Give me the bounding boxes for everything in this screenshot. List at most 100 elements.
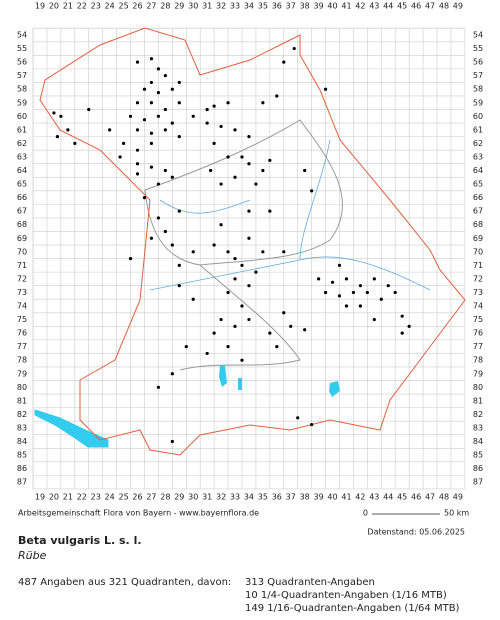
row-label: 75	[17, 315, 27, 324]
record-dot	[135, 101, 140, 105]
record-dot	[240, 263, 244, 267]
column-label: 22	[77, 493, 87, 502]
row-label: 68	[473, 220, 483, 229]
record-dot	[177, 263, 181, 267]
row-label: 82	[17, 410, 27, 419]
record-dot	[289, 324, 293, 328]
record-dot	[379, 297, 383, 301]
column-label: 39	[314, 2, 324, 11]
column-label: 42	[355, 2, 365, 11]
row-label: 71	[17, 261, 27, 270]
record-dot	[219, 223, 223, 227]
record-dot	[219, 317, 223, 322]
record-dot	[209, 168, 213, 173]
column-label: 32	[216, 2, 226, 11]
column-label: 26	[132, 493, 142, 502]
row-label: 61	[17, 125, 27, 134]
column-label: 37	[286, 2, 296, 11]
record-dot	[149, 131, 154, 135]
row-label: 59	[473, 98, 483, 107]
row-label: 67	[473, 207, 483, 216]
record-dot	[275, 94, 279, 98]
record-dot	[156, 67, 161, 71]
record-dot	[156, 90, 161, 95]
record-dot	[310, 189, 314, 193]
record-dot	[226, 345, 230, 349]
row-label: 58	[473, 85, 483, 94]
row-label: 54	[17, 31, 27, 40]
row-label: 80	[17, 383, 27, 392]
record-dot	[212, 331, 216, 335]
record-dot	[177, 209, 181, 213]
record-dot	[372, 317, 376, 322]
row-label: 64	[17, 166, 27, 175]
record-dot	[191, 114, 195, 118]
record-dot	[156, 216, 161, 220]
record-dot	[226, 290, 230, 295]
row-label: 69	[17, 234, 27, 243]
column-label: 19	[35, 493, 45, 502]
record-dot	[247, 284, 251, 288]
row-label: 74	[17, 302, 27, 311]
river	[149, 139, 431, 291]
record-dot	[303, 328, 307, 332]
row-label: 84	[17, 437, 27, 446]
row-label: 76	[473, 329, 483, 338]
records	[52, 46, 411, 444]
count: 149 1/16-Quadranten-Angaben (1/64 MTB)	[245, 603, 460, 614]
column-label: 40	[327, 2, 337, 11]
record-dot	[149, 101, 154, 105]
row-label: 58	[17, 85, 27, 94]
scale-end: 50 km	[444, 509, 469, 518]
record-dot	[205, 351, 209, 356]
column-label: 36	[272, 2, 282, 11]
record-dot	[247, 209, 251, 213]
column-label: 31	[202, 2, 212, 11]
column-label: 35	[258, 2, 268, 11]
column-label: 37	[286, 493, 296, 502]
record-dot	[135, 172, 140, 176]
record-dot	[128, 256, 133, 261]
record-dot	[330, 280, 335, 284]
column-label: 46	[411, 2, 421, 11]
row-label: 77	[17, 342, 27, 351]
record-dot	[142, 196, 147, 200]
row-label: 85	[473, 451, 483, 460]
row-label: 74	[473, 302, 483, 311]
column-label: 21	[63, 493, 73, 502]
record-dot	[87, 107, 91, 112]
row-label: 67	[17, 207, 27, 216]
record-dot	[247, 236, 251, 240]
record-dot	[233, 256, 237, 261]
column-label: 34	[244, 2, 254, 11]
record-dot	[212, 243, 216, 247]
record-dot	[142, 118, 147, 122]
column-label: 38	[300, 493, 310, 502]
column-label: 19	[35, 2, 45, 11]
row-label: 55	[17, 44, 27, 53]
column-label: 26	[132, 2, 142, 11]
record-dot	[240, 358, 244, 362]
row-label: 55	[473, 44, 483, 53]
row-label: 86	[473, 464, 483, 473]
row-label: 68	[17, 220, 27, 229]
record-dot	[73, 141, 77, 145]
row-label: 69	[473, 234, 483, 243]
record-dot	[226, 101, 230, 105]
column-label: 24	[105, 493, 115, 502]
record-dot	[240, 304, 244, 308]
record-dot	[261, 101, 265, 105]
column-label: 23	[91, 493, 101, 502]
row-label: 78	[473, 356, 483, 365]
column-label: 33	[230, 493, 240, 502]
row-label: 57	[473, 71, 483, 80]
column-label: 27	[146, 493, 156, 502]
column-label: 28	[160, 2, 170, 11]
row-label: 61	[473, 125, 483, 134]
record-dot	[149, 236, 154, 240]
record-dot	[233, 175, 237, 179]
column-label: 47	[425, 2, 435, 11]
record-dot	[400, 314, 404, 318]
record-dot	[52, 111, 56, 115]
